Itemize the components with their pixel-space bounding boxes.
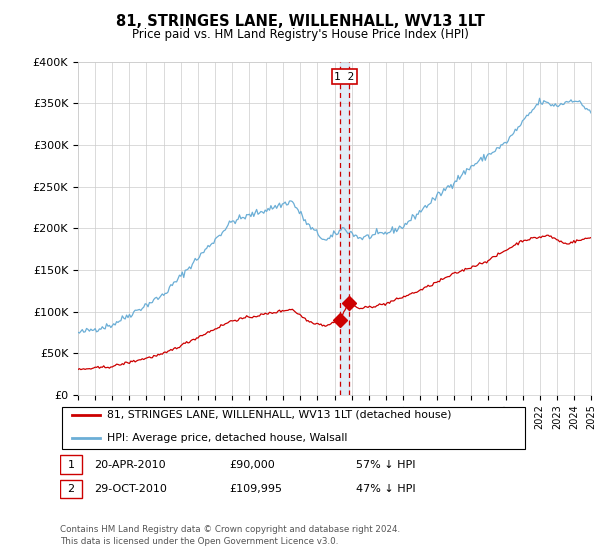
- Text: 47% ↓ HPI: 47% ↓ HPI: [356, 484, 415, 494]
- Text: 29-OCT-2010: 29-OCT-2010: [94, 484, 167, 494]
- Text: 81, STRINGES LANE, WILLENHALL, WV13 1LT (detached house): 81, STRINGES LANE, WILLENHALL, WV13 1LT …: [107, 410, 451, 420]
- Text: 81, STRINGES LANE, WILLENHALL, WV13 1LT: 81, STRINGES LANE, WILLENHALL, WV13 1LT: [116, 14, 484, 29]
- Text: 1: 1: [68, 460, 74, 470]
- FancyBboxPatch shape: [60, 480, 82, 498]
- FancyBboxPatch shape: [60, 455, 82, 474]
- Text: £90,000: £90,000: [229, 460, 275, 470]
- Text: £109,995: £109,995: [229, 484, 282, 494]
- Text: 20-APR-2010: 20-APR-2010: [94, 460, 166, 470]
- Text: Contains HM Land Registry data © Crown copyright and database right 2024.
This d: Contains HM Land Registry data © Crown c…: [60, 525, 400, 546]
- Text: 2: 2: [68, 484, 74, 494]
- FancyBboxPatch shape: [62, 407, 525, 449]
- Text: HPI: Average price, detached house, Walsall: HPI: Average price, detached house, Wals…: [107, 433, 347, 444]
- Bar: [340, 62, 349, 395]
- Text: 1 2: 1 2: [334, 72, 354, 82]
- Text: 57% ↓ HPI: 57% ↓ HPI: [356, 460, 415, 470]
- Text: Price paid vs. HM Land Registry's House Price Index (HPI): Price paid vs. HM Land Registry's House …: [131, 28, 469, 41]
